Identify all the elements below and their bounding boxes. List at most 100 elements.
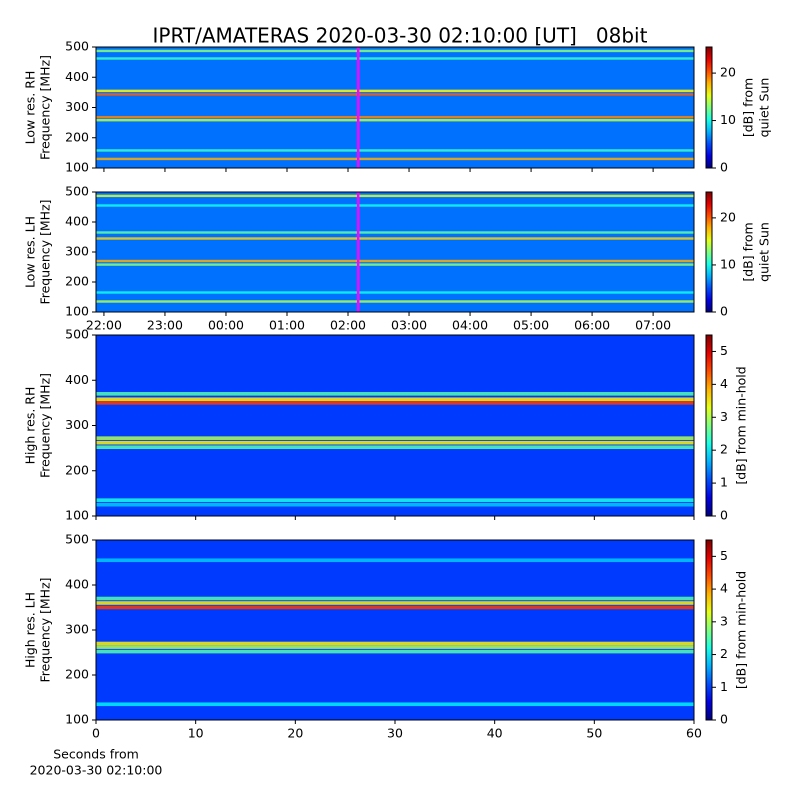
colorbar-tick-label: 4 bbox=[720, 376, 728, 391]
x-tick-label: 03:00 bbox=[391, 318, 427, 333]
band bbox=[96, 291, 694, 294]
band bbox=[96, 502, 694, 507]
y-tick-label: 500 bbox=[65, 184, 89, 199]
x-tick-label: 07:00 bbox=[635, 318, 671, 333]
band bbox=[96, 263, 694, 266]
x-tick-label: 10 bbox=[188, 726, 204, 741]
x-tick-label: 00:00 bbox=[208, 318, 244, 333]
y-axis-label: Frequency [MHz] bbox=[38, 55, 53, 160]
heatmap-background bbox=[96, 540, 694, 720]
band bbox=[96, 596, 694, 601]
band bbox=[96, 392, 694, 396]
x-tick-label: 23:00 bbox=[147, 318, 183, 333]
band bbox=[96, 231, 694, 234]
colorbar-tick-label: 5 bbox=[720, 343, 728, 358]
colorbar-label: quiet Sun bbox=[757, 78, 772, 138]
band bbox=[96, 93, 694, 96]
x-axis-label: 2020-03-30 02:10:00 bbox=[30, 763, 163, 778]
colorbar-tick-label: 0 bbox=[720, 304, 728, 319]
band bbox=[96, 118, 694, 122]
y-axis-label: Low res. LH bbox=[23, 216, 38, 288]
colorbar-tick-label: 3 bbox=[720, 409, 728, 424]
heatmap-background bbox=[96, 47, 694, 168]
band bbox=[96, 436, 694, 440]
y-axis-label: Frequency [MHz] bbox=[38, 373, 53, 478]
y-tick-label: 100 bbox=[65, 304, 89, 319]
x-tick-label: 50 bbox=[586, 726, 602, 741]
band bbox=[96, 641, 694, 646]
x-tick-label: 02:00 bbox=[330, 318, 366, 333]
band bbox=[96, 445, 694, 450]
y-axis-label: Frequency [MHz] bbox=[38, 577, 53, 682]
band bbox=[96, 601, 694, 605]
colorbar-tick-label: 20 bbox=[720, 65, 736, 80]
colorbar-tick-label: 0 bbox=[720, 160, 728, 175]
x-tick-label: 40 bbox=[487, 726, 503, 741]
band bbox=[96, 440, 694, 445]
band bbox=[96, 649, 694, 654]
colorbar-label: [dB] from bbox=[741, 222, 756, 281]
x-tick-label: 01:00 bbox=[269, 318, 305, 333]
figure-title: IPRT/AMATERAS 2020-03-30 02:10:00 [UT] 0… bbox=[153, 24, 648, 48]
y-axis-label: High res. LH bbox=[23, 592, 38, 668]
band bbox=[96, 89, 694, 93]
colorbar bbox=[705, 334, 713, 517]
colorbar-label: quiet Sun bbox=[757, 222, 772, 282]
band bbox=[96, 397, 694, 402]
y-tick-label: 300 bbox=[65, 622, 89, 637]
y-axis-label: Low res. RH bbox=[23, 71, 38, 145]
band bbox=[96, 115, 694, 119]
band bbox=[96, 57, 694, 60]
colorbar-tick-label: 0 bbox=[720, 712, 728, 727]
y-tick-label: 200 bbox=[65, 129, 89, 144]
band bbox=[96, 702, 694, 707]
y-tick-label: 400 bbox=[65, 372, 89, 387]
band bbox=[96, 498, 694, 502]
band bbox=[96, 237, 694, 240]
y-tick-label: 200 bbox=[65, 274, 89, 289]
y-tick-label: 400 bbox=[65, 214, 89, 229]
colorbar-tick-label: 10 bbox=[720, 112, 736, 127]
y-tick-label: 300 bbox=[65, 244, 89, 259]
colorbar-tick-label: 4 bbox=[720, 581, 728, 596]
colorbar bbox=[705, 191, 713, 313]
x-tick-label: 22:00 bbox=[86, 318, 122, 333]
colorbar bbox=[705, 539, 713, 721]
band bbox=[96, 204, 694, 207]
x-axis-label: Seconds from bbox=[53, 747, 139, 762]
colorbar-tick-label: 2 bbox=[720, 442, 728, 457]
y-tick-label: 100 bbox=[65, 160, 89, 175]
colorbar-tick-label: 1 bbox=[720, 679, 728, 694]
x-tick-label: 60 bbox=[686, 726, 702, 741]
heatmap bbox=[96, 335, 694, 516]
colorbar-tick-label: 10 bbox=[720, 256, 736, 271]
y-tick-label: 400 bbox=[65, 69, 89, 84]
colorbar-tick-label: 20 bbox=[720, 209, 736, 224]
colorbar-tick-label: 0 bbox=[720, 508, 728, 523]
heatmap-background bbox=[96, 192, 694, 312]
y-tick-label: 500 bbox=[65, 532, 89, 547]
y-tick-label: 500 bbox=[65, 327, 89, 342]
band bbox=[96, 194, 694, 198]
x-tick-label: 04:00 bbox=[452, 318, 488, 333]
x-tick-label: 06:00 bbox=[574, 318, 610, 333]
colorbar-label: [dB] from bbox=[741, 78, 756, 137]
band bbox=[96, 157, 694, 161]
heatmap bbox=[96, 47, 694, 168]
colorbar-tick-label: 5 bbox=[720, 548, 728, 563]
colorbar-tick-label: 1 bbox=[720, 475, 728, 490]
colorbar bbox=[705, 46, 713, 169]
y-tick-label: 400 bbox=[65, 577, 89, 592]
heatmap bbox=[96, 192, 694, 312]
y-tick-label: 500 bbox=[65, 39, 89, 54]
band bbox=[96, 300, 694, 303]
y-tick-label: 100 bbox=[65, 712, 89, 727]
x-tick-label: 0 bbox=[92, 726, 100, 741]
band bbox=[96, 605, 694, 610]
y-tick-label: 300 bbox=[65, 417, 89, 432]
y-tick-label: 200 bbox=[65, 462, 89, 477]
heatmap-background bbox=[96, 335, 694, 516]
y-tick-label: 300 bbox=[65, 99, 89, 114]
x-tick-label: 05:00 bbox=[513, 318, 549, 333]
band bbox=[96, 49, 694, 53]
